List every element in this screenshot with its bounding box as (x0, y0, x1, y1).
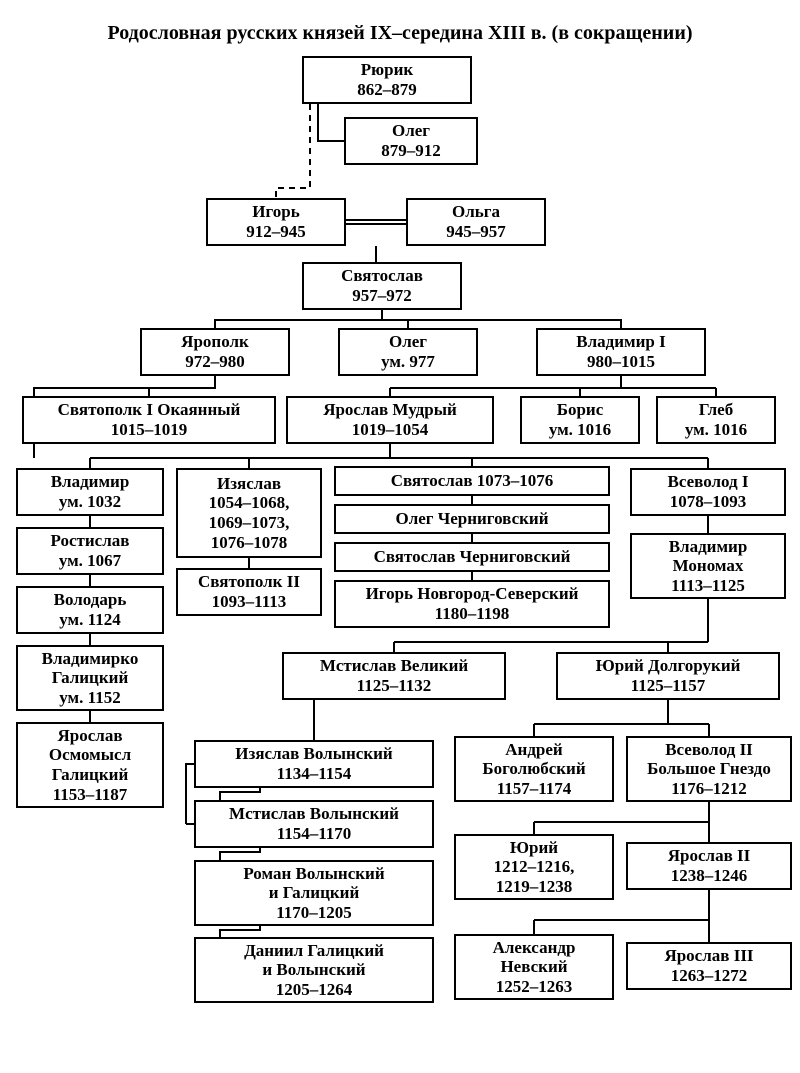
node-svyatCh: Святослав Черниговский (334, 542, 610, 572)
node-yuriDolg: Юрий Долгорукий 1125–1157 (556, 652, 780, 700)
node-vladimir1032: Владимир ум. 1032 (16, 468, 164, 516)
node-vladimir1: Владимир I 980–1015 (536, 328, 706, 376)
node-vladimirM: Владимир Мономах 1113–1125 (630, 533, 786, 599)
node-mstislavV: Мстислав Великий 1125–1132 (282, 652, 506, 700)
node-olga: Ольга 945–957 (406, 198, 546, 246)
node-andreiB: Андрей Боголюбский 1157–1174 (454, 736, 614, 802)
node-izyaslavV: Изяслав Волынский 1134–1154 (194, 740, 434, 788)
node-yuri2: Юрий 1212–1216, 1219–1238 (454, 834, 614, 900)
node-svyatoslav: Святослав 957–972 (302, 262, 462, 310)
node-yaroslavM: Ярослав Мудрый 1019–1054 (286, 396, 494, 444)
node-olegCh: Олег Черниговский (334, 504, 610, 534)
node-vsevolod1: Всеволод I 1078–1093 (630, 468, 786, 516)
node-igorNS: Игорь Новгород-Северский 1180–1198 (334, 580, 610, 628)
node-igor: Игорь 912–945 (206, 198, 346, 246)
node-svyatopolk2: Святополк II 1093–1113 (176, 568, 322, 616)
node-yaroslav2: Ярослав II 1238–1246 (626, 842, 792, 890)
node-svyatopolk1: Святополк I Окаянный 1015–1019 (22, 396, 276, 444)
node-rurik: Рюрик 862–879 (302, 56, 472, 104)
node-izyaslav1: Изяслав 1054–1068, 1069–1073, 1076–1078 (176, 468, 322, 558)
node-daniilG: Даниил Галицкий и Волынский 1205–1264 (194, 937, 434, 1003)
node-romanVG: Роман Волынский и Галицкий 1170–1205 (194, 860, 434, 926)
node-gleb: Глеб ум. 1016 (656, 396, 776, 444)
node-alexN: Александр Невский 1252–1263 (454, 934, 614, 1000)
node-vsevolod2: Всеволод II Большое Гнездо 1176–1212 (626, 736, 792, 802)
node-vladGal: Владимирко Галицкий ум. 1152 (16, 645, 164, 711)
genealogy-diagram: Родословная русских князей IX–середина X… (0, 0, 800, 1073)
node-rostislav: Ростислав ум. 1067 (16, 527, 164, 575)
node-yaropolk: Ярополк 972–980 (140, 328, 290, 376)
node-oleg2: Олег ум. 977 (338, 328, 478, 376)
node-mstislavVol: Мстислав Волынский 1154–1170 (194, 800, 434, 848)
node-oleg1: Олег 879–912 (344, 117, 478, 165)
node-yaroslOsm: Ярослав Осмомысл Галицкий 1153–1187 (16, 722, 164, 808)
node-volodar: Володарь ум. 1124 (16, 586, 164, 634)
node-boris: Борис ум. 1016 (520, 396, 640, 444)
node-svyat2: Святослав 1073–1076 (334, 466, 610, 496)
node-yaroslav3: Ярослав III 1263–1272 (626, 942, 792, 990)
